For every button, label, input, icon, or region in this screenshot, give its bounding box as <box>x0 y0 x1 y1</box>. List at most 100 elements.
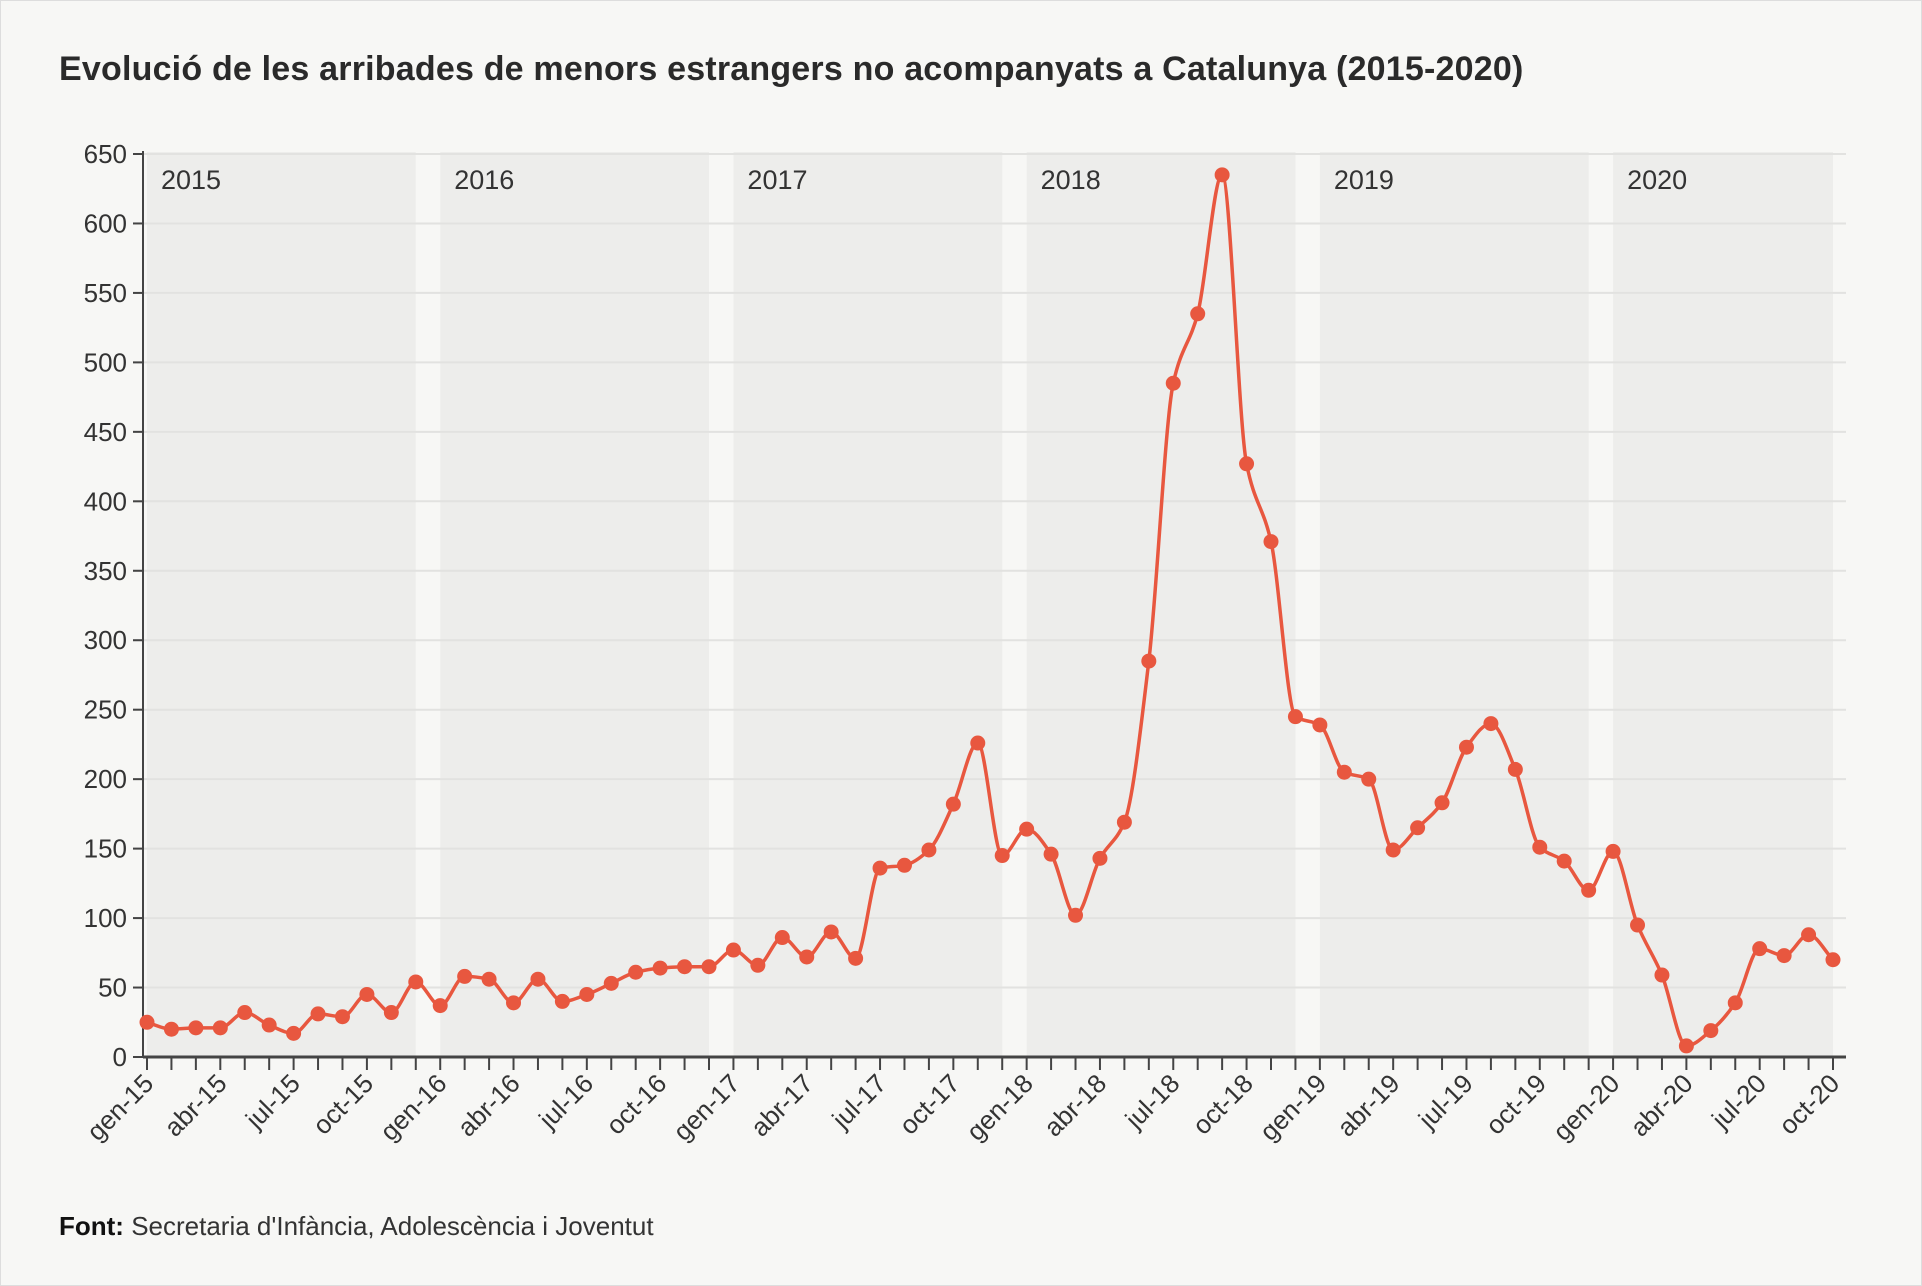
y-tick-label: 100 <box>84 903 127 933</box>
data-point <box>1116 814 1132 830</box>
chart-title: Evolució de les arribades de menors estr… <box>59 50 1524 88</box>
data-point <box>823 924 839 940</box>
data-point <box>334 1009 350 1025</box>
data-point <box>603 975 619 991</box>
data-point <box>945 796 961 812</box>
data-point <box>1214 167 1230 183</box>
data-point <box>1752 941 1768 957</box>
x-tick-label: oct-20 <box>1773 1068 1845 1140</box>
year-band <box>440 152 709 1057</box>
data-point <box>872 860 888 876</box>
data-point <box>1532 839 1548 855</box>
year-band <box>1613 152 1833 1057</box>
data-point <box>799 949 815 965</box>
data-point <box>1239 456 1255 472</box>
data-point <box>1043 846 1059 862</box>
y-tick-label: 550 <box>84 278 127 308</box>
data-point <box>896 857 912 873</box>
data-point <box>725 942 741 958</box>
x-tick-label: oct-16 <box>600 1068 672 1140</box>
data-point <box>1336 764 1352 780</box>
data-point <box>970 735 986 751</box>
data-point <box>1312 717 1328 733</box>
data-point <box>506 995 522 1011</box>
y-tick-label: 150 <box>84 834 127 864</box>
data-point <box>1458 739 1474 755</box>
x-tick-label: abr-19 <box>1331 1068 1405 1142</box>
data-point <box>677 959 693 975</box>
data-point <box>701 959 717 975</box>
year-band <box>1319 152 1589 1057</box>
y-tick-label: 450 <box>84 417 127 447</box>
data-point <box>579 986 595 1002</box>
data-point <box>457 968 473 984</box>
data-point <box>774 930 790 946</box>
data-point <box>1165 375 1181 391</box>
x-tick-label: jul-20 <box>1705 1068 1772 1135</box>
data-point <box>652 960 668 976</box>
x-tick-label: oct-17 <box>893 1068 965 1140</box>
source-label: Font: <box>59 1211 124 1241</box>
data-point <box>1434 795 1450 811</box>
data-point <box>286 1025 302 1041</box>
x-tick-label: jul-18 <box>1119 1068 1186 1135</box>
data-point <box>1483 716 1499 732</box>
data-point <box>1581 882 1597 898</box>
data-point <box>1287 709 1303 725</box>
x-tick-label: abr-16 <box>451 1068 525 1142</box>
data-point <box>212 1020 228 1036</box>
y-tick-label: 250 <box>84 695 127 725</box>
data-point <box>310 1006 326 1022</box>
data-point <box>994 848 1010 864</box>
x-tick-label: gen-19 <box>1254 1068 1332 1146</box>
data-point <box>628 964 644 980</box>
x-tick-label: oct-19 <box>1480 1068 1552 1140</box>
x-tick-label: abr-15 <box>158 1068 232 1142</box>
y-tick-label: 500 <box>84 347 127 377</box>
data-point <box>261 1017 277 1033</box>
year-band <box>147 152 416 1057</box>
data-point <box>1190 306 1206 322</box>
y-tick-label: 0 <box>113 1042 127 1072</box>
data-point <box>1801 927 1817 943</box>
year-label: 2017 <box>747 165 807 195</box>
year-label: 2015 <box>161 165 221 195</box>
data-point <box>1727 995 1743 1011</box>
data-point <box>1385 842 1401 858</box>
x-tick-label: jul-19 <box>1412 1068 1479 1135</box>
x-tick-label: gen-15 <box>81 1068 159 1146</box>
data-point <box>1019 821 1035 837</box>
data-point <box>530 971 546 987</box>
y-tick-label: 350 <box>84 556 127 586</box>
data-point <box>1605 843 1621 859</box>
data-point <box>554 993 570 1009</box>
data-point <box>1776 948 1792 964</box>
data-point <box>1556 853 1572 869</box>
data-point <box>1092 850 1108 866</box>
data-point <box>408 974 424 990</box>
x-tick-label: oct-18 <box>1186 1068 1258 1140</box>
year-label: 2016 <box>454 165 514 195</box>
x-tick-label: gen-18 <box>960 1068 1038 1146</box>
data-point <box>1703 1023 1719 1039</box>
data-point <box>750 957 766 973</box>
data-point <box>1141 653 1157 669</box>
data-point <box>1507 761 1523 777</box>
x-tick-label: oct-15 <box>307 1068 379 1140</box>
data-point <box>237 1005 253 1021</box>
data-point <box>1825 952 1841 968</box>
y-tick-label: 400 <box>84 486 127 516</box>
data-point <box>1654 967 1670 983</box>
data-point <box>359 986 375 1002</box>
data-point <box>432 998 448 1014</box>
data-point <box>1068 907 1084 923</box>
year-label: 2018 <box>1041 165 1101 195</box>
x-tick-label: gen-20 <box>1547 1068 1625 1146</box>
data-point <box>1361 771 1377 787</box>
year-label: 2019 <box>1334 165 1394 195</box>
source-note: Font: Secretaria d'Infància, Adolescènci… <box>59 1211 654 1242</box>
y-tick-label: 600 <box>84 208 127 238</box>
data-point <box>163 1021 179 1037</box>
x-tick-label: jul-16 <box>532 1068 599 1135</box>
